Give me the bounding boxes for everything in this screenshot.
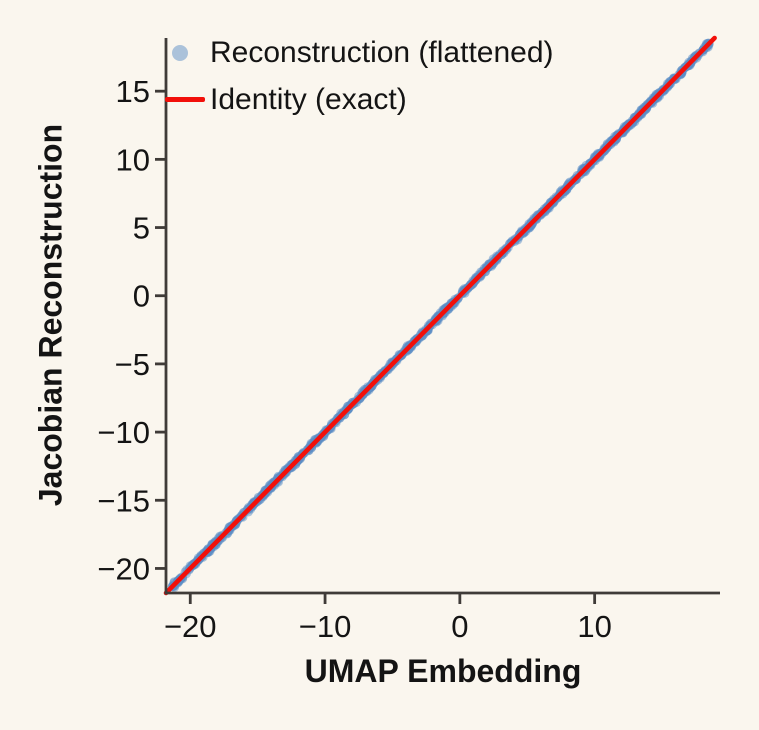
- x-tick-label: 0: [451, 609, 468, 644]
- y-tick-label: −15: [97, 483, 150, 518]
- y-tick-label: −10: [97, 415, 150, 450]
- identity-line: [163, 35, 717, 596]
- legend: Reconstruction (flattened) Identity (exa…: [164, 29, 554, 123]
- x-tick-label: −20: [164, 609, 217, 644]
- y-tick-label: 10: [116, 142, 150, 177]
- legend-item-reconstruction: Reconstruction (flattened): [164, 29, 554, 76]
- x-axis-label: UMAP Embedding: [304, 653, 582, 689]
- legend-label-reconstruction: Reconstruction (flattened): [210, 35, 554, 69]
- legend-item-identity: Identity (exact): [164, 76, 554, 123]
- y-tick-label: 15: [116, 74, 150, 109]
- legend-label-identity: Identity (exact): [210, 82, 407, 116]
- y-tick-label: 0: [133, 279, 150, 314]
- y-axis-label: Jacobian Reconstruction: [32, 123, 69, 507]
- x-tick-label: 10: [577, 609, 611, 644]
- y-tick-label: −20: [97, 551, 150, 586]
- legend-marker-col: [164, 44, 210, 61]
- y-tick-label: 5: [133, 211, 150, 246]
- line-marker-icon: [165, 97, 205, 102]
- x-tick-label: −10: [299, 609, 352, 644]
- scatter-dot-icon: [172, 44, 188, 61]
- legend-marker-col: [164, 97, 210, 102]
- y-tick-label: −5: [115, 347, 150, 382]
